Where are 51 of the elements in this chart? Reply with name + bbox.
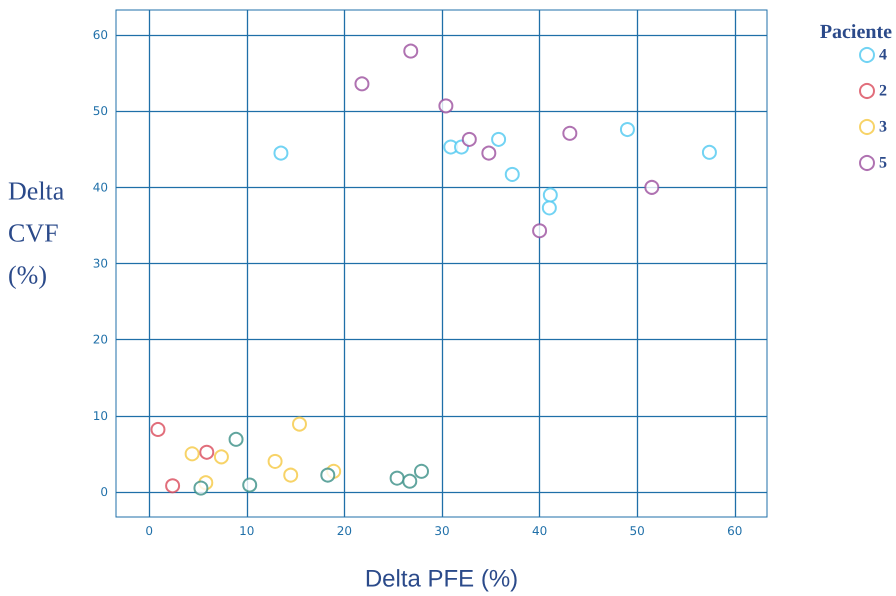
point (273, 146, 288, 161)
point (542, 200, 557, 216)
point (184, 446, 200, 462)
point (165, 478, 180, 494)
x-tick-label: 10 (239, 524, 254, 538)
point (242, 478, 258, 493)
y-tick-label: 20 (92, 332, 108, 347)
y-tick-label: 30 (92, 256, 108, 270)
x-axis-title: Delta PFE (%) (364, 566, 518, 592)
point (214, 449, 229, 464)
legend-label: 4 (879, 46, 887, 64)
point (354, 76, 370, 92)
legend-label: 3 (879, 118, 887, 136)
point (414, 464, 429, 479)
y-tick-label: 40 (92, 180, 108, 194)
x-tick-label: 0 (145, 524, 154, 538)
point (150, 422, 166, 437)
point (620, 122, 635, 138)
point (283, 468, 298, 483)
point (504, 166, 520, 182)
y-axis-title: Delta CVF (%) (8, 176, 65, 290)
point (542, 187, 558, 202)
point (532, 223, 548, 238)
point (702, 144, 717, 160)
point (268, 454, 283, 469)
point (320, 468, 336, 483)
point (292, 416, 307, 432)
legend-title: Paciente (820, 21, 892, 43)
x-tick-label: 30 (434, 524, 450, 538)
point (644, 180, 660, 195)
point (481, 146, 496, 161)
legend-label: 5 (879, 154, 887, 172)
y-tick-label: 0 (100, 484, 108, 499)
point (562, 126, 578, 141)
point (199, 444, 214, 460)
y-tick-label: 50 (92, 104, 108, 118)
point (403, 44, 418, 59)
x-tick-label: 20 (336, 524, 352, 538)
point (390, 470, 405, 486)
point (193, 480, 208, 496)
point (402, 474, 418, 489)
legend-label: 2 (879, 82, 887, 100)
x-tick-label: 60 (727, 524, 742, 538)
point (438, 98, 454, 114)
y-tick-label: 60 (92, 28, 108, 42)
point (491, 132, 506, 147)
point (462, 132, 477, 147)
x-tick-label: 50 (630, 524, 645, 538)
x-tick-label: 40 (532, 524, 548, 538)
y-tick-label: 10 (92, 408, 108, 423)
point (228, 432, 244, 447)
